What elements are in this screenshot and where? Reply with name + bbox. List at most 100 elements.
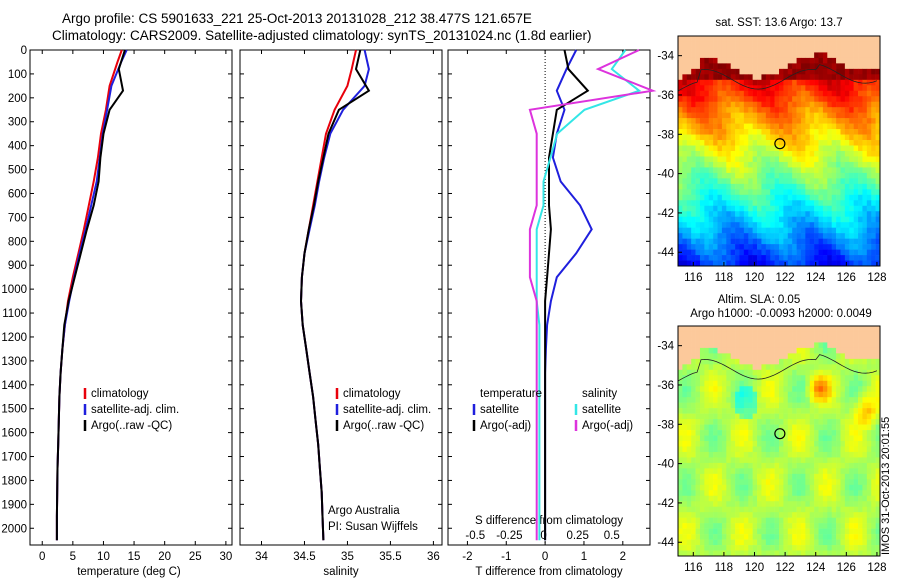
map-cell [796, 260, 802, 267]
map-cell [699, 233, 705, 239]
map-cell [717, 52, 723, 59]
map-cell [836, 331, 841, 338]
map-cell [765, 255, 771, 261]
map-cell [871, 375, 876, 382]
map-cell [761, 90, 767, 97]
map-cell [757, 336, 762, 343]
map-cell [748, 473, 753, 480]
map-cell [682, 462, 688, 469]
map-cell [743, 118, 749, 124]
map-cell [682, 46, 688, 53]
map-cell [866, 402, 872, 409]
map-cell [866, 490, 872, 497]
map-cell [774, 101, 780, 108]
map-cell [871, 68, 876, 75]
map-cell [721, 523, 727, 529]
map-cell [875, 413, 881, 420]
map-cell [713, 233, 718, 239]
map-cell [761, 118, 767, 124]
map-cell [853, 118, 859, 124]
map-cell [765, 96, 771, 103]
map-cell [818, 151, 824, 157]
map-cell [866, 200, 872, 207]
map-cell [805, 364, 811, 371]
map-cell [840, 512, 846, 518]
map-cell [787, 358, 793, 365]
map-cell [805, 391, 811, 398]
map-cell [822, 255, 828, 261]
map-cell [757, 539, 762, 546]
map-cell [695, 446, 701, 453]
map-cell [840, 161, 846, 168]
map-cell [713, 528, 718, 535]
map-cell [686, 534, 692, 540]
map-cell [691, 161, 696, 168]
map-cell [682, 358, 688, 365]
map-cell [752, 408, 758, 414]
map-cell [827, 129, 832, 135]
map-cell [686, 233, 692, 239]
map-cell [708, 74, 714, 81]
map-cell [805, 326, 811, 332]
map-cell [836, 211, 841, 218]
map-cell [739, 430, 745, 436]
map-cell [827, 468, 832, 475]
map-cell [748, 353, 753, 360]
map-cell [708, 413, 714, 420]
map-cell [814, 238, 819, 245]
map-cell [866, 468, 872, 475]
map-cell [792, 550, 797, 557]
map-cell [761, 183, 767, 190]
map-cell [686, 178, 692, 185]
map-cell [827, 446, 832, 453]
map-cell [695, 255, 701, 261]
map-cell [774, 85, 780, 92]
map-cell [875, 326, 881, 332]
map-cell [849, 386, 854, 393]
map-cell [748, 336, 753, 343]
map-cell [818, 178, 824, 185]
map-cell [840, 402, 846, 409]
map-cell [765, 74, 771, 81]
map-cell [827, 36, 832, 42]
map-cell [849, 326, 854, 332]
map-cell [752, 501, 758, 508]
map-cell [809, 52, 815, 59]
map-cell [800, 244, 806, 250]
map-cell [708, 336, 714, 343]
map-cell [818, 353, 824, 360]
map-cell [726, 161, 731, 168]
map-cell [831, 358, 837, 365]
map-cell [814, 353, 819, 360]
map-cell [858, 178, 863, 185]
map-cell [805, 331, 811, 338]
map-cell [704, 145, 710, 152]
map-cell [849, 123, 854, 130]
map-cell [831, 342, 837, 349]
map-cell [818, 523, 824, 529]
map-cell [840, 468, 846, 475]
map-cell [875, 468, 881, 475]
map-cell [862, 331, 868, 338]
map-cell [818, 205, 824, 212]
map-cell [783, 145, 789, 152]
map-cell [796, 189, 802, 196]
map-cell [818, 118, 824, 124]
map-cell [748, 545, 753, 551]
map-cell [831, 380, 837, 387]
map-cell [765, 424, 771, 431]
map-cell [858, 353, 863, 360]
map-cell [774, 167, 780, 174]
map-cell [713, 85, 718, 92]
map-cell [726, 178, 731, 185]
map-cell [844, 512, 850, 518]
map-cell [831, 495, 837, 502]
map-cell [699, 402, 705, 409]
map-cell [787, 353, 793, 360]
map-cell [858, 222, 863, 228]
map-cell [739, 441, 745, 447]
map-cell [748, 151, 753, 157]
map-cell [717, 96, 723, 103]
map-cell [730, 358, 736, 365]
map-cell [695, 331, 701, 338]
